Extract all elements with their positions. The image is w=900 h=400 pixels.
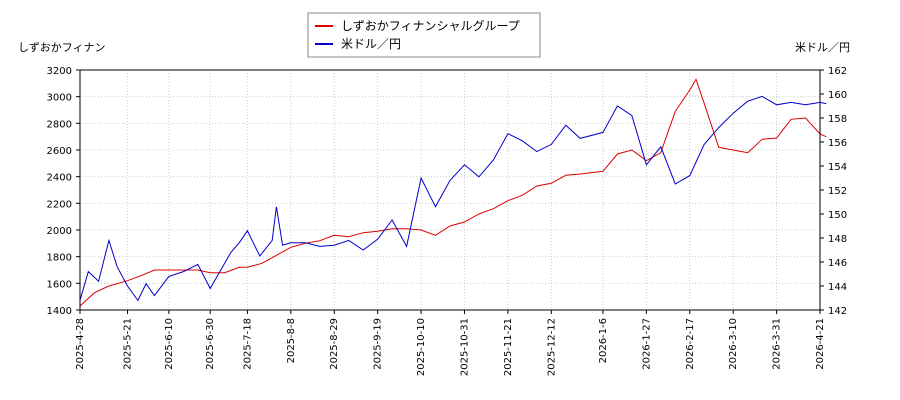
right-tick-label: 146 (828, 258, 847, 269)
right-tick-label: 162 (828, 66, 847, 77)
right-tick-label: 160 (828, 90, 847, 101)
left-axis-title: しずおかフィナン (18, 41, 106, 54)
right-tick-label: 142 (828, 306, 847, 317)
x-tick-label: 2026-3-31 (772, 318, 783, 370)
x-tick-label: 2025-4-28 (75, 318, 86, 370)
x-tick-label: 2025-6-30 (205, 318, 216, 370)
left-tick-label: 2000 (47, 226, 72, 237)
left-tick-label: 2600 (47, 146, 72, 157)
x-tick-label: 2026-1-27 (641, 318, 652, 370)
right-tick-label: 148 (828, 234, 847, 245)
right-tick-label: 156 (828, 138, 847, 149)
legend-label-series-1: しずおかフィナンシャルグループ (341, 19, 520, 33)
x-tick-label: 2025-8-8 (286, 318, 297, 363)
right-tick-label: 152 (828, 186, 847, 197)
x-tick-label: 2026-2-17 (685, 318, 696, 370)
x-tick-label: 2025-8-29 (329, 318, 340, 370)
left-tick-label: 2800 (47, 119, 72, 130)
left-axis: 1400 1600 1800 2000 2200 2400 2600 2800 3000 3200 (47, 66, 80, 317)
x-tick-label: 2025-6-10 (164, 318, 175, 370)
right-axis: 142 144 146 148 150 152 154 156 158 160 162 (820, 66, 847, 317)
x-tick-label: 2025-11-21 (503, 318, 514, 376)
x-tick-label: 2025-5-21 (123, 318, 134, 370)
legend-label-series-2: 米ドル／円 (341, 37, 401, 51)
legend: しずおかフィナンシャルグループ 米ドル／円 (307, 12, 541, 58)
left-tick-label: 1400 (47, 306, 72, 317)
series-line-1 (79, 78, 827, 307)
right-axis-title: 米ドル／円 (795, 41, 850, 54)
left-tick-label: 1800 (47, 253, 72, 264)
left-tick-label: 2400 (47, 173, 72, 184)
left-tick-label: 1600 (47, 279, 72, 290)
series-line-2 (79, 95, 827, 302)
grid (79, 69, 821, 311)
x-tick-label: 2026-1-6 (598, 318, 609, 363)
x-tick-label: 2026-4-21 (815, 318, 826, 370)
x-tick-label: 2025-12-12 (546, 318, 557, 376)
right-tick-label: 154 (828, 162, 847, 173)
series-layer (79, 78, 827, 307)
left-tick-label: 3200 (47, 66, 72, 77)
right-tick-label: 150 (828, 210, 847, 221)
x-tick-label: 2025-9-19 (373, 318, 384, 370)
x-tick-label: 2025-10-31 (459, 318, 470, 376)
x-axis: 2025-4-28 2025-5-21 2025-6-10 2025-6-30 2025… (75, 310, 826, 376)
left-tick-label: 2200 (47, 199, 72, 210)
right-tick-label: 144 (828, 282, 847, 293)
plot-area-frame (79, 69, 821, 311)
x-tick-label: 2025-7-18 (242, 318, 253, 370)
x-tick-label: 2025-10-10 (416, 318, 427, 376)
left-tick-label: 3000 (47, 93, 72, 104)
right-tick-label: 158 (828, 114, 847, 125)
x-tick-label: 2026-3-10 (728, 318, 739, 370)
legend-box (307, 12, 541, 58)
